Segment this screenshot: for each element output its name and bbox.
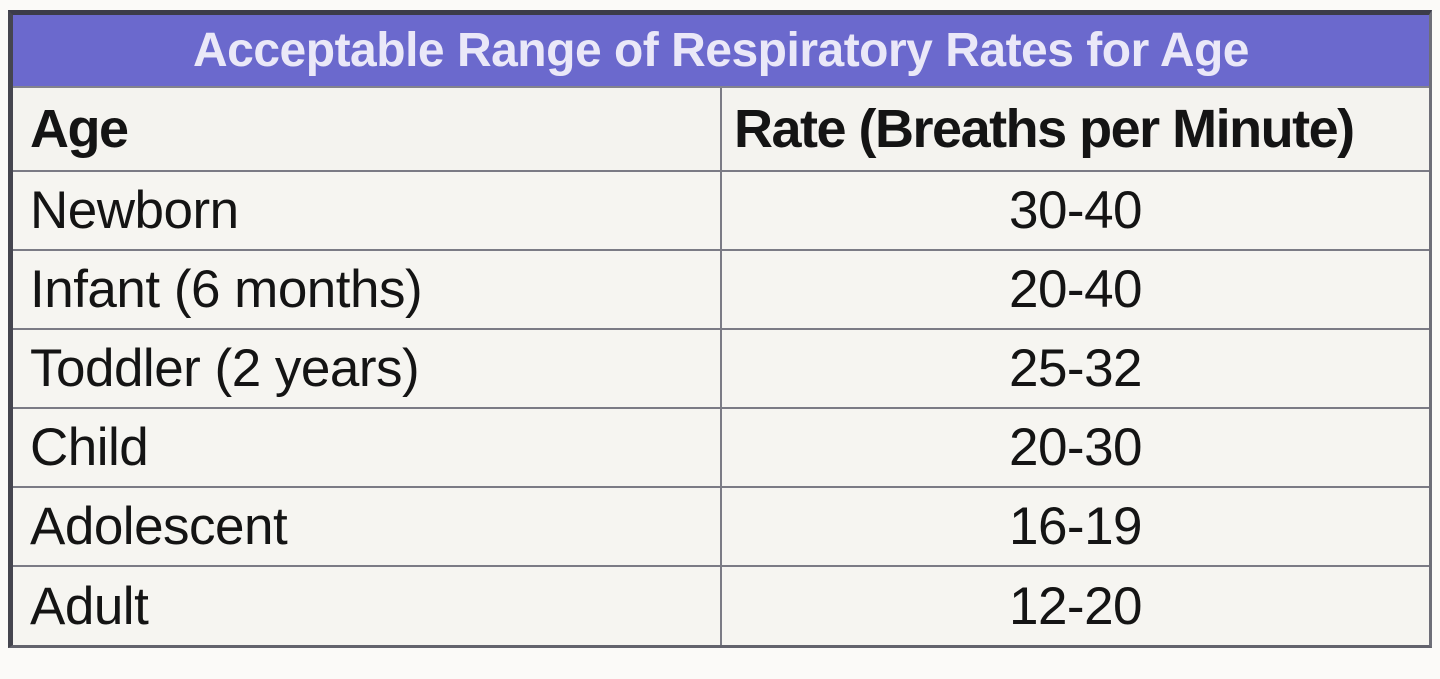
table-row-newborn: Newborn 30-40: [13, 170, 1429, 251]
rate-cell: 20-30: [720, 407, 1429, 488]
age-cell: Adult: [13, 565, 722, 645]
column-header-age: Age: [13, 87, 722, 172]
table-row-child: Child 20-30: [13, 407, 1429, 488]
table-row-toddler: Toddler (2 years) 25-32: [13, 328, 1429, 409]
age-cell: Adolescent: [13, 486, 722, 567]
rate-cell: 12-20: [720, 565, 1429, 645]
respiratory-rates-table-frame: Acceptable Range of Respiratory Rates fo…: [8, 10, 1432, 648]
rate-cell: 25-32: [720, 328, 1429, 409]
rate-cell: 30-40: [720, 170, 1429, 251]
table-title: Acceptable Range of Respiratory Rates fo…: [13, 15, 1429, 88]
respiratory-rates-table: Acceptable Range of Respiratory Rates fo…: [13, 15, 1429, 645]
table-row-adult: Adult 12-20: [13, 565, 1429, 645]
column-header-row: Age Rate (Breaths per Minute): [13, 87, 1429, 172]
age-cell: Infant (6 months): [13, 249, 722, 330]
table-row-infant: Infant (6 months) 20-40: [13, 249, 1429, 330]
rate-cell: 20-40: [720, 249, 1429, 330]
age-cell: Child: [13, 407, 722, 488]
rate-cell: 16-19: [720, 486, 1429, 567]
column-header-rate: Rate (Breaths per Minute): [720, 87, 1429, 172]
age-cell: Newborn: [13, 170, 722, 251]
title-row: Acceptable Range of Respiratory Rates fo…: [13, 15, 1429, 88]
table-row-adolescent: Adolescent 16-19: [13, 486, 1429, 567]
age-cell: Toddler (2 years): [13, 328, 722, 409]
